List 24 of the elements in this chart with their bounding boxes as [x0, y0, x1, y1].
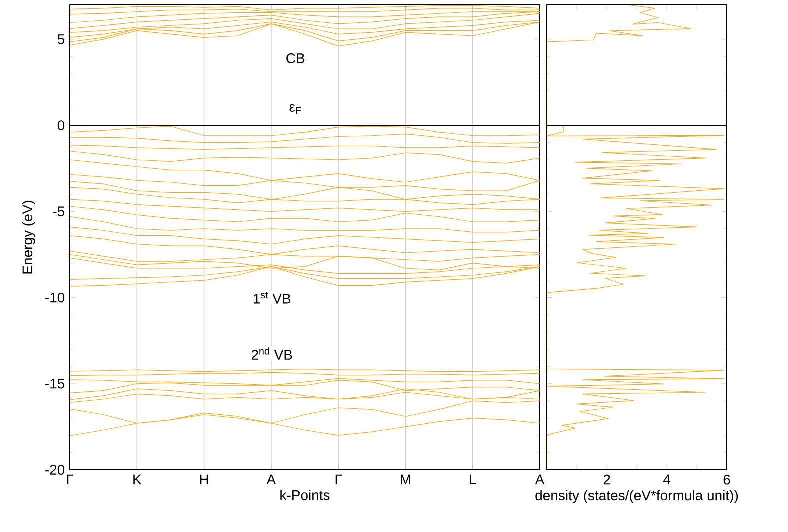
- x-axis-title: density (states/(eV*formula unit)): [536, 490, 738, 504]
- annotation: CB: [286, 54, 305, 64]
- x-tick-label: K: [134, 474, 142, 484]
- x-tick-label: 6: [724, 474, 730, 485]
- x-tick-label: Γ: [336, 474, 342, 485]
- annotation: ε$_{F}$: [290, 104, 302, 114]
- x-tick-label: M: [401, 474, 410, 484]
- x-tick-label: H: [200, 474, 208, 484]
- y-tick-label: -20: [46, 465, 65, 475]
- x-tick-label: A: [266, 474, 276, 484]
- annotation: 2$^{nd}$ VB: [252, 348, 292, 360]
- y-axis-title: Energy (eV): [22, 201, 36, 274]
- y-tick-label: -15: [46, 379, 65, 389]
- annotation: 1$^{st}$ VB: [254, 292, 291, 304]
- y-tick-label: 0: [58, 120, 65, 131]
- x-tick-label: A: [535, 474, 545, 484]
- x-tick-label: 4: [663, 474, 670, 484]
- x-tick-label: Γ: [67, 474, 74, 485]
- x-tick-label: 2: [604, 474, 610, 485]
- y-tick-label: 5: [58, 34, 65, 44]
- x-tick-label: L: [470, 474, 476, 484]
- y-tick-label: -10: [46, 292, 65, 303]
- y-tick-label: -5: [53, 206, 65, 217]
- x-axis-title: k-Points: [280, 490, 330, 500]
